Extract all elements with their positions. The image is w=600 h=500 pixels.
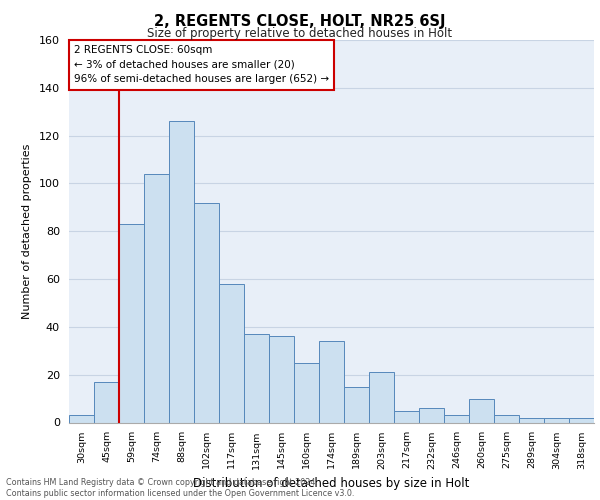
Text: 2 REGENTS CLOSE: 60sqm
← 3% of detached houses are smaller (20)
96% of semi-deta: 2 REGENTS CLOSE: 60sqm ← 3% of detached … bbox=[74, 45, 329, 84]
Bar bbox=[194, 202, 219, 422]
Bar bbox=[219, 284, 244, 422]
Bar bbox=[119, 224, 144, 422]
Bar bbox=[494, 416, 519, 422]
Y-axis label: Number of detached properties: Number of detached properties bbox=[22, 144, 32, 319]
Bar bbox=[444, 416, 469, 422]
Bar bbox=[469, 398, 494, 422]
Bar bbox=[294, 362, 319, 422]
Bar bbox=[94, 382, 119, 422]
Bar bbox=[419, 408, 444, 422]
Bar bbox=[319, 341, 344, 422]
Text: 2, REGENTS CLOSE, HOLT, NR25 6SJ: 2, REGENTS CLOSE, HOLT, NR25 6SJ bbox=[154, 14, 446, 29]
Bar bbox=[269, 336, 294, 422]
Bar bbox=[369, 372, 394, 422]
X-axis label: Distribution of detached houses by size in Holt: Distribution of detached houses by size … bbox=[193, 477, 470, 490]
Bar bbox=[544, 418, 569, 422]
Bar bbox=[69, 416, 94, 422]
Bar bbox=[394, 410, 419, 422]
Bar bbox=[344, 386, 369, 422]
Text: Size of property relative to detached houses in Holt: Size of property relative to detached ho… bbox=[148, 28, 452, 40]
Text: Contains HM Land Registry data © Crown copyright and database right 2024.
Contai: Contains HM Land Registry data © Crown c… bbox=[6, 478, 355, 498]
Bar bbox=[519, 418, 544, 422]
Bar bbox=[244, 334, 269, 422]
Bar bbox=[169, 122, 194, 422]
Bar bbox=[144, 174, 169, 422]
Bar bbox=[569, 418, 594, 422]
